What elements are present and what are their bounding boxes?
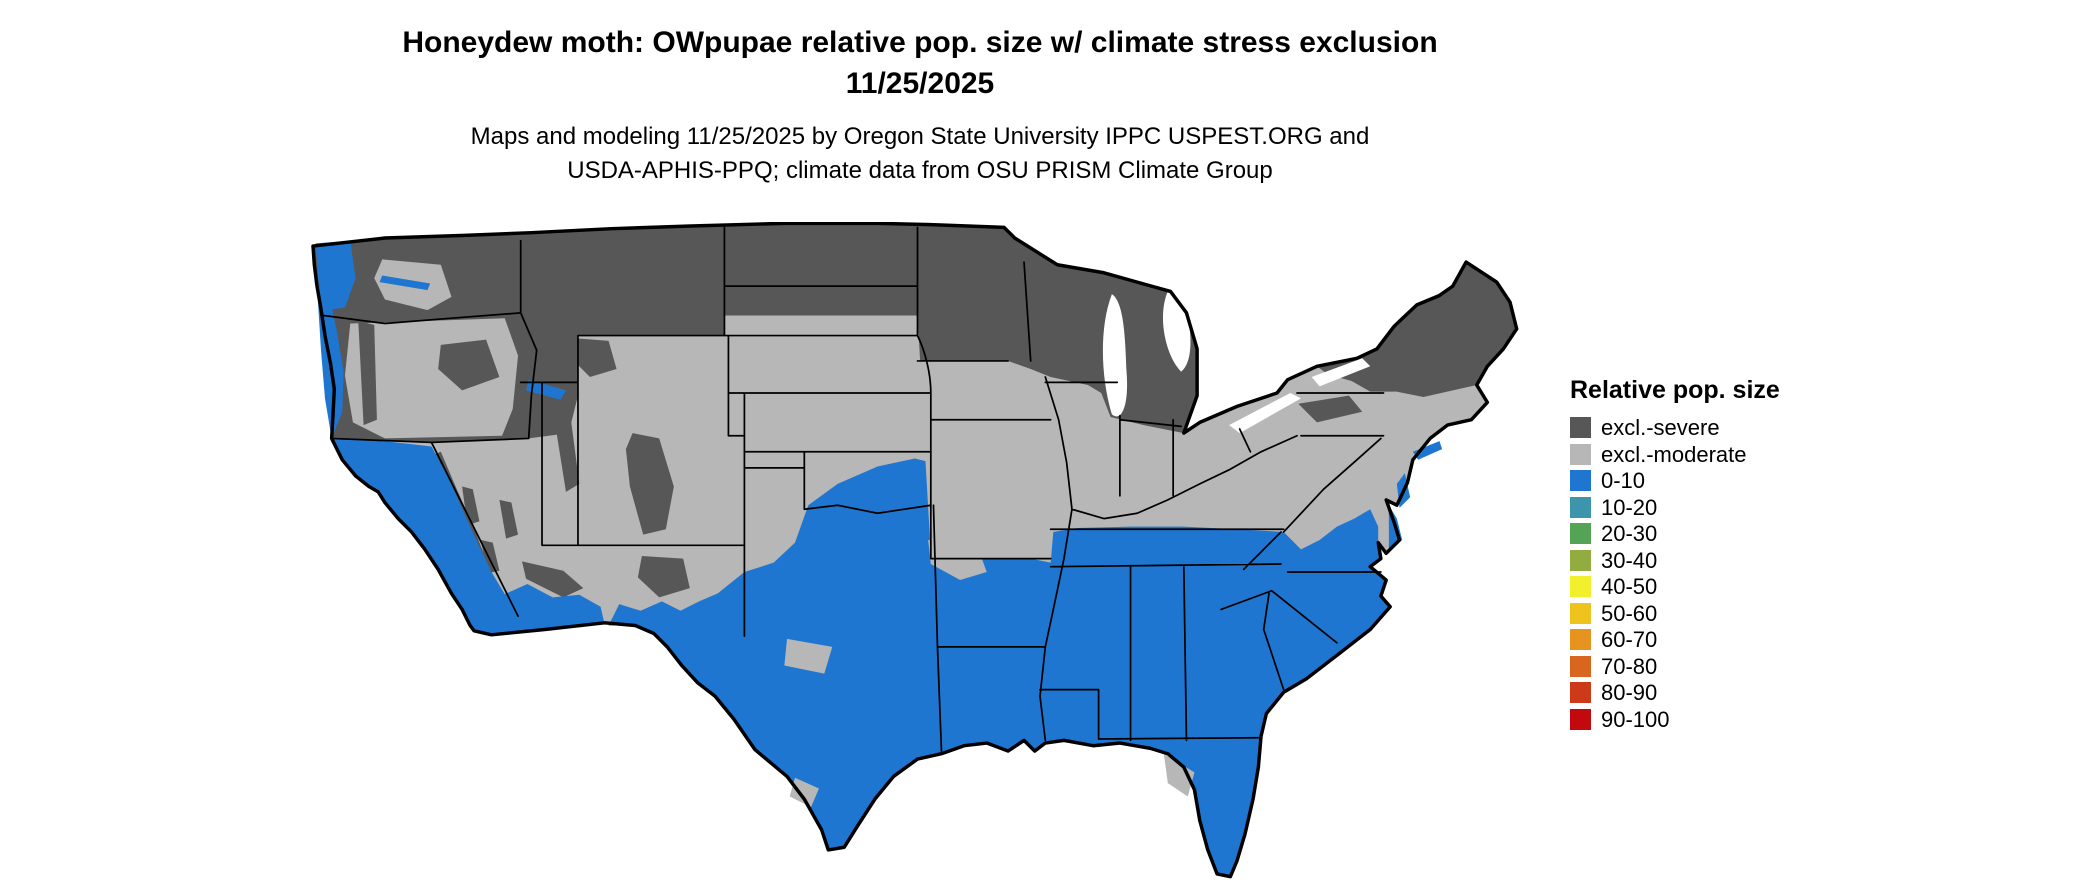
legend-swatch (1570, 602, 1591, 624)
legend-swatch (1570, 549, 1591, 571)
legend-label: 90-100 (1601, 706, 1670, 732)
legend-label: 30-40 (1601, 547, 1658, 573)
state-borders (322, 226, 1385, 752)
legend-item: 30-40 (1570, 547, 1830, 573)
legend-label: excl.-moderate (1601, 441, 1747, 467)
legend-items: excl.-severe excl.-moderate 0-10 10-20 20-30… (1570, 417, 1830, 730)
region-moderate-south-patches (784, 539, 1195, 808)
legend-item: 40-50 (1570, 574, 1830, 599)
lake-michigan (1102, 294, 1128, 417)
page-subtitle: Maps and modeling 11/25/2025 by Oregon S… (470, 123, 1370, 184)
legend-swatch (1570, 655, 1591, 677)
conus-outline (311, 222, 1519, 879)
legend-label: 40-50 (1601, 574, 1658, 599)
legend-label: 10-20 (1601, 494, 1658, 520)
legend-label: 60-70 (1601, 627, 1658, 652)
legend-label: 70-80 (1601, 653, 1658, 679)
legend-swatch (1570, 443, 1591, 465)
legend-title: Relative pop. size (1570, 376, 1780, 404)
legend-item: excl.-moderate (1570, 441, 1830, 467)
legend-item: 50-60 (1570, 600, 1830, 626)
legend-swatch (1570, 576, 1591, 597)
legend-label: 50-60 (1601, 600, 1658, 626)
great-lakes (1102, 291, 1371, 434)
legend-swatch (1570, 708, 1591, 730)
legend-item: 60-70 (1570, 627, 1830, 652)
legend-item: 70-80 (1570, 653, 1830, 679)
legend-item: excl.-severe (1570, 415, 1830, 440)
legend-swatch (1570, 629, 1591, 650)
legend-label: 20-30 (1601, 521, 1658, 546)
legend-item: 80-90 (1570, 680, 1830, 705)
legend-swatch (1570, 417, 1591, 438)
legend-label: 0-10 (1601, 468, 1646, 493)
legend: Relative pop. size excl.-severe excl.-mod… (1570, 376, 1830, 735)
legend-item: 0-10 (1570, 468, 1830, 493)
legend-label: excl.-severe (1601, 415, 1720, 440)
legend-swatch (1570, 470, 1591, 491)
legend-swatch (1570, 523, 1591, 544)
us-map (305, 222, 1530, 890)
legend-item: 90-100 (1570, 706, 1830, 732)
us-map-svg (311, 222, 1519, 879)
legend-item: 10-20 (1570, 494, 1830, 520)
legend-swatch (1570, 496, 1591, 518)
legend-item: 20-30 (1570, 521, 1830, 546)
region-pop-0-10 (315, 240, 1443, 877)
lake-erie (1229, 393, 1301, 434)
legend-label: 80-90 (1601, 680, 1658, 705)
lake-ontario (1311, 358, 1371, 387)
page-title: Honeydew moth: OWpupae relative pop. siz… (402, 26, 1438, 101)
legend-swatch (1570, 682, 1591, 703)
